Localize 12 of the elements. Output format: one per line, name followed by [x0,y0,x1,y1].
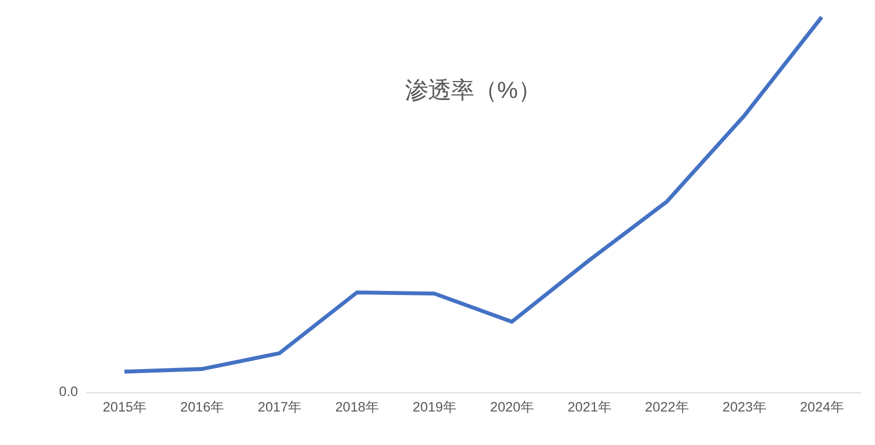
x-tick-label: 2021年 [568,399,612,414]
x-tick-label: 2015年 [102,399,148,414]
x-tick-label: 2020年 [490,399,534,414]
x-tick-label: 2018年 [335,399,380,414]
x-tick-label: 2016年 [180,399,225,414]
text: 0.0 [59,384,78,400]
x-tick-label: 2022年 [645,399,690,414]
x-tick-label: 2019年 [412,399,457,414]
x-tick-label: 2017年 [258,399,302,414]
text: 渗透率（%） [405,76,541,103]
x-tick-label: 2023年 [722,399,767,414]
x-tick-label: 2024年 [800,399,844,414]
